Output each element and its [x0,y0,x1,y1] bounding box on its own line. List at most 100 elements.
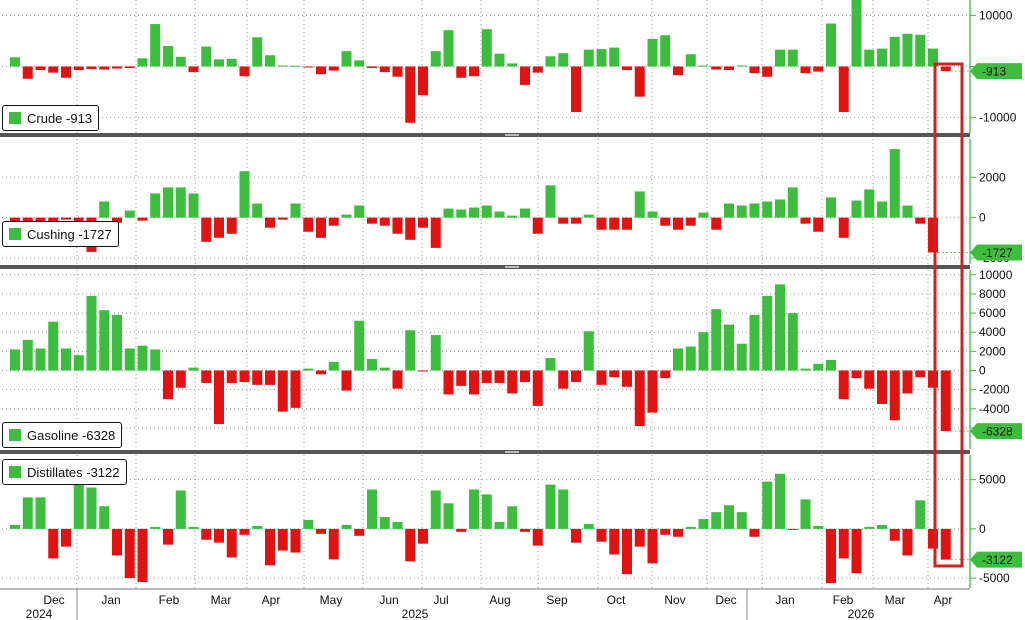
bar [915,34,926,67]
bar [940,370,951,432]
bar [469,489,479,529]
bar [596,49,607,67]
y-tick-label: 8000 [979,287,1006,301]
legend-label-cushing: Cushing -1727 [27,226,112,242]
bar [265,528,275,566]
bar [277,370,288,412]
bar [889,149,900,218]
bar [673,348,683,371]
bar [481,29,492,67]
bar [150,526,161,529]
divider-grip [505,451,519,453]
legend-distillates: Distillates -3122 [2,459,127,485]
bar [303,368,314,371]
bar [430,490,441,529]
bar [749,203,760,218]
bar [902,528,913,556]
bar [494,370,505,383]
bar [239,66,250,77]
last-value-callout [970,244,1022,261]
bar [379,217,390,226]
bar [902,33,913,67]
bar [940,528,951,560]
bar [494,521,505,529]
bar [711,217,722,230]
bar [341,214,352,218]
bar [902,205,913,218]
bar [265,217,275,228]
x-month-label: Mar [211,593,232,607]
bar [265,370,275,385]
bar [928,217,938,253]
bar [201,217,212,242]
bar [392,66,403,77]
bar [571,66,581,113]
bar [10,57,20,67]
bar [188,66,199,73]
bar [609,528,620,555]
bar [634,370,645,427]
bar [826,359,836,371]
bar [137,217,148,221]
bar [685,54,696,67]
bar [762,66,773,77]
bar [252,37,263,67]
bar [201,528,212,540]
bar [787,528,798,530]
bar [341,524,352,529]
bar [647,528,658,564]
bar [558,53,569,67]
last-value-label: -3122 [982,553,1013,567]
bar [418,370,428,372]
bar [418,217,428,228]
bar [902,370,913,394]
bar [673,66,683,76]
bar [928,370,938,388]
y-tick-label: -10000 [979,111,1017,125]
x-month-label: Feb [833,593,854,607]
bar [303,66,314,68]
bar [660,528,671,535]
bar [150,193,161,218]
bar [660,370,671,379]
bar [252,370,263,385]
bar [736,512,747,529]
bar [303,217,314,232]
bar [596,528,607,542]
bar [800,499,811,529]
legend-label-distillates: Distillates -3122 [27,464,120,480]
bar [188,193,199,218]
bar [150,349,161,371]
bar [328,361,339,371]
bar [507,506,518,529]
x-month-label: May [320,593,343,607]
bar [851,370,862,379]
bar [10,217,20,222]
bar [813,363,824,371]
bar [456,209,467,218]
bar [558,217,569,224]
bar [507,370,518,394]
bar [800,66,811,74]
bar [86,487,97,529]
bar [201,370,212,383]
bar [698,212,709,218]
bar [112,314,122,371]
bar [379,517,390,529]
bar [469,370,479,395]
legend-label-gasoline: Gasoline -6328 [27,427,116,443]
bar [443,208,454,218]
bar [736,343,747,371]
bar [277,528,288,551]
bar [112,528,122,556]
bar [877,524,887,529]
panel-divider [0,265,970,269]
bar [163,528,173,545]
x-month-label: Jan [775,593,794,607]
y-tick-label: -2000 [979,383,1010,397]
latest-week-highlight [933,62,964,568]
panel-divider [0,133,970,137]
bar [532,528,543,546]
legend-swatch [9,228,21,240]
